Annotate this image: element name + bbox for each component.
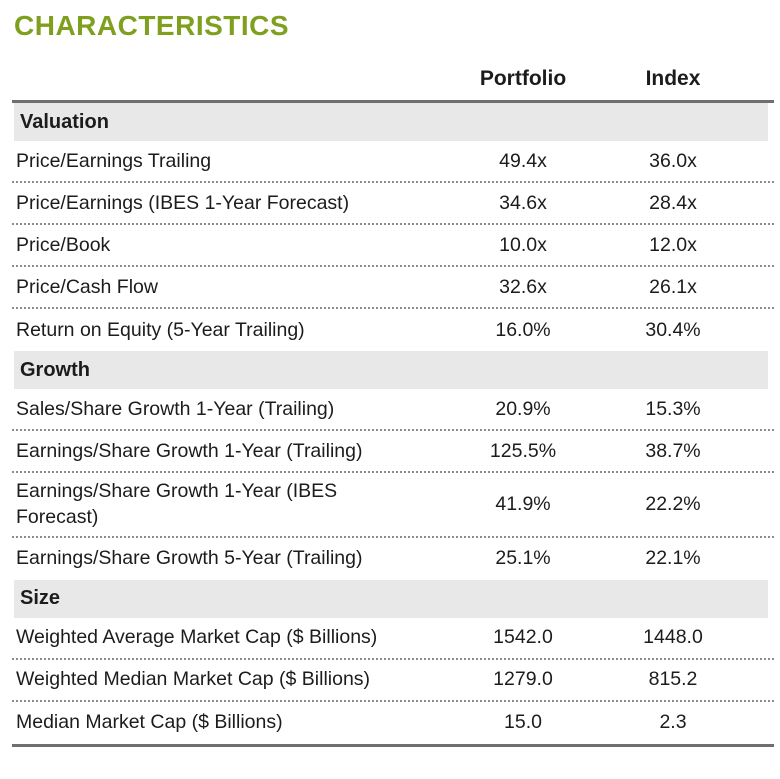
table-row: Weighted Median Market Cap ($ Billions) … [12,660,774,702]
row-label: Weighted Median Market Cap ($ Billions) [16,668,371,691]
section-rows-valuation: Price/Earnings Trailing 49.4x 36.0x Pric… [12,141,774,351]
index-value: 36.0x [649,149,697,172]
table-row: Earnings/Share Growth 5-Year (Trailing) … [12,538,774,580]
portfolio-value: 10.0x [499,233,547,256]
table-row: Sales/Share Growth 1-Year (Trailing) 20.… [12,389,774,431]
portfolio-value: 32.6x [499,275,547,298]
characteristics-page: CHARACTERISTICS Portfolio Index Valuatio… [12,10,774,747]
index-value: 12.0x [649,233,697,256]
row-label: Price/Book [16,233,111,256]
index-value: 15.3% [645,397,701,420]
row-label: Earnings/Share Growth 1-Year (IBES Forec… [16,480,338,529]
index-value: 815.2 [648,668,698,691]
table-row: Price/Cash Flow 32.6x 26.1x [12,267,774,309]
portfolio-value: 1542.0 [493,626,553,649]
table-row: Price/Book 10.0x 12.0x [12,225,774,267]
portfolio-value: 49.4x [499,149,547,172]
section-rows-growth: Sales/Share Growth 1-Year (Trailing) 20.… [12,389,774,580]
characteristics-table: Portfolio Index Valuation Price/Earnings… [12,63,774,747]
row-label: Median Market Cap ($ Billions) [16,711,283,734]
index-value: 38.7% [645,439,701,462]
section-title: Valuation [20,110,109,133]
row-label: Sales/Share Growth 1-Year (Trailing) [16,397,335,420]
portfolio-value: 20.9% [495,397,551,420]
table-row: Median Market Cap ($ Billions) 15.0 2.3 [12,702,774,744]
table-row: Earnings/Share Growth 1-Year (IBES Forec… [12,473,774,538]
section-header-valuation: Valuation [14,103,768,141]
table-row: Price/Earnings Trailing 49.4x 36.0x [12,141,774,183]
portfolio-value: 125.5% [489,439,557,462]
column-header-portfolio: Portfolio [479,67,567,90]
row-label: Price/Cash Flow [16,275,158,298]
row-label: Price/Earnings (IBES 1-Year Forecast) [16,191,350,214]
row-label: Return on Equity (5-Year Trailing) [16,318,305,341]
section-header-growth: Growth [14,351,768,389]
index-value: 28.4x [649,191,697,214]
table-row: Earnings/Share Growth 1-Year (Trailing) … [12,431,774,473]
section-title: Growth [20,358,90,381]
row-label: Price/Earnings Trailing [16,149,212,172]
portfolio-value: 25.1% [495,547,551,570]
section-title: Size [20,587,61,610]
section-rows-size: Weighted Average Market Cap ($ Billions)… [12,618,774,744]
table-row: Weighted Average Market Cap ($ Billions)… [12,618,774,660]
page-title: CHARACTERISTICS [14,10,290,41]
portfolio-value: 16.0% [495,318,551,341]
index-value: 30.4% [645,318,701,341]
table-row: Return on Equity (5-Year Trailing) 16.0%… [12,309,774,351]
table-row: Price/Earnings (IBES 1-Year Forecast) 34… [12,183,774,225]
portfolio-value: 1279.0 [493,668,553,691]
table-header-row: Portfolio Index [12,63,774,103]
index-value: 2.3 [659,711,687,734]
index-value: 22.2% [645,492,701,515]
index-value: 26.1x [649,275,697,298]
row-label: Weighted Average Market Cap ($ Billions) [16,626,378,649]
row-label: Earnings/Share Growth 1-Year (Trailing) [16,439,363,462]
row-label: Earnings/Share Growth 5-Year (Trailing) [16,547,363,570]
portfolio-value: 41.9% [495,492,551,515]
portfolio-value: 15.0 [504,711,542,734]
index-value: 22.1% [645,547,701,570]
section-header-size: Size [14,579,768,618]
column-header-index: Index [645,67,701,90]
index-value: 1448.0 [643,626,703,649]
portfolio-value: 34.6x [499,191,547,214]
